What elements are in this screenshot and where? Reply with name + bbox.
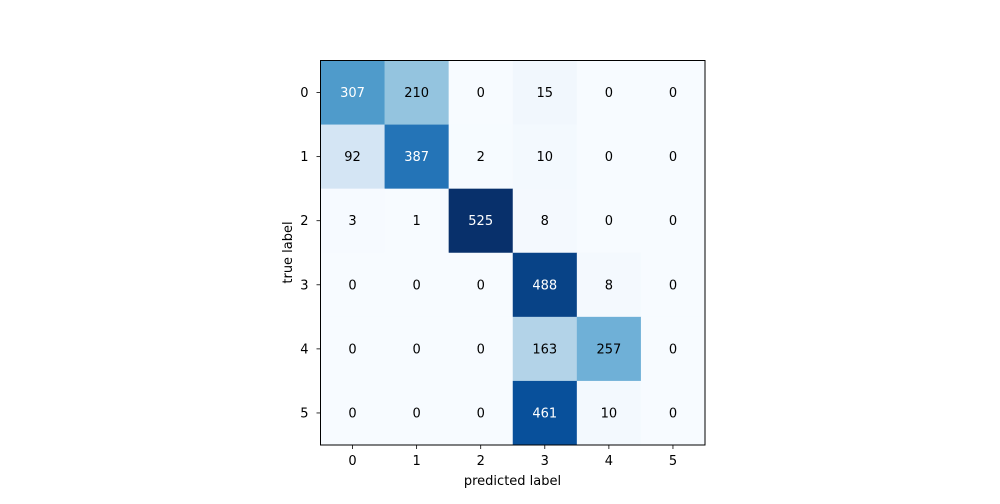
heatmap-cell-3-0 bbox=[320, 252, 385, 318]
heatmap-cell-2-2 bbox=[448, 188, 514, 254]
heatmap-cell-0-2 bbox=[448, 60, 514, 125]
heatmap-cell-4-0 bbox=[320, 316, 385, 382]
cell-value-label-0-3: 15 bbox=[537, 86, 554, 101]
cell-value-label-0-0: 307 bbox=[340, 86, 365, 101]
heatmap-cell-3-3 bbox=[512, 252, 578, 318]
cell-value-label-3-3: 488 bbox=[532, 278, 557, 293]
heatmap-cell-0-4 bbox=[576, 60, 642, 125]
cell-value-label-4-0: 0 bbox=[348, 342, 356, 357]
heatmap-cell-0-0 bbox=[320, 60, 385, 125]
heatmap-cell-3-2 bbox=[448, 252, 514, 318]
cell-value-label-5-5: 0 bbox=[669, 406, 677, 421]
heatmap-cell-2-5 bbox=[640, 188, 706, 254]
y-axis-ticks: 0 1 2 3 4 5 bbox=[300, 86, 321, 421]
x-tick-label-0: 0 bbox=[348, 454, 356, 469]
cell-value-label-3-5: 0 bbox=[669, 278, 677, 293]
x-tick-label-5: 5 bbox=[669, 454, 677, 469]
cell-value-label-3-1: 0 bbox=[412, 278, 420, 293]
cell-value-label-2-0: 3 bbox=[348, 214, 356, 229]
heatmap-cell-4-5 bbox=[640, 316, 706, 382]
cell-value-label-5-1: 0 bbox=[412, 406, 420, 421]
cell-value-label-0-4: 0 bbox=[605, 86, 613, 101]
cell-value-label-0-5: 0 bbox=[669, 86, 677, 101]
heatmap-cell-5-1 bbox=[384, 380, 449, 446]
heatmap-cell-2-1 bbox=[384, 188, 449, 254]
cell-value-label-4-2: 0 bbox=[477, 342, 485, 357]
y-tick-label-4: 4 bbox=[300, 342, 308, 357]
cell-value-label-4-1: 0 bbox=[412, 342, 420, 357]
cell-value-label-1-3: 10 bbox=[537, 150, 554, 165]
heatmap-cell-0-5 bbox=[640, 60, 706, 125]
cell-value-label-2-2: 525 bbox=[468, 214, 493, 229]
heatmap-cell-2-4 bbox=[576, 188, 642, 254]
heatmap-cell-4-2 bbox=[448, 316, 514, 382]
x-axis-ticks: 0 1 2 3 4 5 bbox=[348, 445, 677, 469]
cell-value-label-2-5: 0 bbox=[669, 214, 677, 229]
cell-value-label-2-4: 0 bbox=[605, 214, 613, 229]
heatmap-cell-4-4 bbox=[576, 316, 642, 382]
cell-value-label-3-2: 0 bbox=[477, 278, 485, 293]
cell-value-label-2-1: 1 bbox=[412, 214, 420, 229]
heatmap-cell-5-2 bbox=[448, 380, 514, 446]
heatmap-cell-1-1 bbox=[384, 124, 449, 189]
x-tick-label-1: 1 bbox=[412, 454, 420, 469]
y-tick-label-5: 5 bbox=[300, 406, 308, 421]
heatmap-cell-2-3 bbox=[512, 188, 578, 254]
heatmap-cell-4-1 bbox=[384, 316, 449, 382]
heatmap-cell-5-4 bbox=[576, 380, 642, 446]
heatmap-cell-3-5 bbox=[640, 252, 706, 318]
cell-value-label-5-4: 10 bbox=[601, 406, 618, 421]
cell-value-label-4-5: 0 bbox=[669, 342, 677, 357]
cell-value-label-1-4: 0 bbox=[605, 150, 613, 165]
cell-value-label-1-0: 92 bbox=[344, 150, 361, 165]
cell-value-label-5-2: 0 bbox=[477, 406, 485, 421]
x-tick-label-3: 3 bbox=[541, 454, 549, 469]
x-axis-label: predicted label bbox=[464, 474, 561, 489]
plot-frame bbox=[320, 60, 706, 446]
cell-value-label-0-1: 210 bbox=[404, 86, 429, 101]
cell-value-label-4-3: 163 bbox=[532, 342, 557, 357]
heatmap-cell-5-3 bbox=[512, 380, 578, 446]
heatmap-cell-1-0 bbox=[320, 124, 385, 189]
cell-value-label-1-1: 387 bbox=[404, 150, 429, 165]
heatmap-cell-0-1 bbox=[384, 60, 449, 125]
cell-value-label-2-3: 8 bbox=[541, 214, 549, 229]
heatmap-cell-2-0 bbox=[320, 188, 385, 254]
cell-value-label-4-4: 257 bbox=[596, 342, 621, 357]
cell-value-label-1-2: 2 bbox=[477, 150, 485, 165]
y-tick-label-2: 2 bbox=[300, 214, 308, 229]
heatmap-cell-5-5 bbox=[640, 380, 706, 446]
cell-value-label-3-4: 8 bbox=[605, 278, 613, 293]
cell-value-label-3-0: 0 bbox=[348, 278, 356, 293]
heatmap-cell-3-4 bbox=[576, 252, 642, 318]
heatmap-cell-0-3 bbox=[512, 60, 578, 125]
x-tick-label-2: 2 bbox=[477, 454, 485, 469]
heatmap-cell-5-0 bbox=[320, 380, 385, 446]
x-tick-label-4: 4 bbox=[605, 454, 613, 469]
y-tick-label-0: 0 bbox=[300, 86, 308, 101]
cell-value-label-0-2: 0 bbox=[477, 86, 485, 101]
y-axis-label: true label bbox=[281, 221, 296, 283]
heatmap-cell-4-3 bbox=[512, 316, 578, 382]
heatmap-cells bbox=[320, 60, 706, 446]
heatmap-cell-1-5 bbox=[640, 124, 706, 189]
y-tick-label-3: 3 bbox=[300, 278, 308, 293]
cell-value-labels: 307 210 0 15 0 092 387 2 10 0 03 1 525 8 0 00 0 0 488 8 00 0 0… bbox=[340, 86, 677, 421]
cell-value-label-5-0: 0 bbox=[348, 406, 356, 421]
y-tick-label-1: 1 bbox=[300, 150, 308, 165]
heatmap-cell-1-3 bbox=[512, 124, 578, 189]
heatmap-cell-3-1 bbox=[384, 252, 449, 318]
heatmap-cell-1-4 bbox=[576, 124, 642, 189]
cell-value-label-5-3: 461 bbox=[532, 406, 557, 421]
cell-value-label-1-5: 0 bbox=[669, 150, 677, 165]
heatmap-cell-1-2 bbox=[448, 124, 514, 189]
